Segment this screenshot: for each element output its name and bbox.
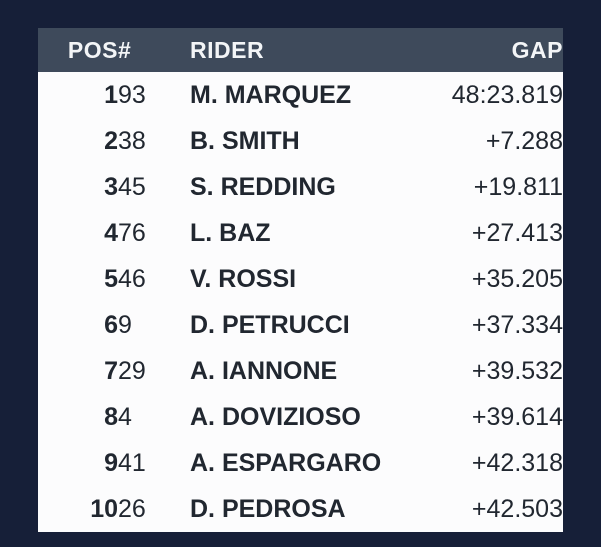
rider-cell: V. ROSSI bbox=[190, 264, 297, 293]
pos-cell: 4 bbox=[104, 218, 118, 247]
results-body: 1 93 M. MARQUEZ 48:23.819 2 38 B. SMITH +7.288 3… bbox=[38, 72, 563, 532]
number-cell: 45 bbox=[118, 172, 146, 201]
number-cell: 26 bbox=[118, 494, 146, 523]
gap-cell: +39.532 bbox=[471, 356, 563, 385]
table-row: 10 26 D. PEDROSA +42.503 bbox=[38, 486, 563, 532]
table-row: 1 93 M. MARQUEZ 48:23.819 bbox=[38, 72, 563, 118]
rider-cell: A. ESPARGARO bbox=[190, 448, 382, 477]
gap-cell: +42.503 bbox=[471, 494, 563, 523]
number-cell: 29 bbox=[118, 356, 146, 385]
number-cell: 76 bbox=[118, 218, 146, 247]
number-cell: 46 bbox=[118, 264, 146, 293]
number-cell: 38 bbox=[118, 126, 146, 155]
rider-cell: L. BAZ bbox=[190, 218, 271, 247]
number-cell: 9 bbox=[118, 310, 132, 339]
gap-cell: +42.318 bbox=[471, 448, 563, 477]
rider-column-header: RIDER bbox=[190, 36, 265, 63]
table-row: 4 76 L. BAZ +27.413 bbox=[38, 210, 563, 256]
pos-cell: 3 bbox=[104, 172, 118, 201]
gap-cell: 48:23.819 bbox=[451, 80, 563, 109]
table-row: 5 46 V. ROSSI +35.205 bbox=[38, 256, 563, 302]
gap-cell: +39.614 bbox=[471, 402, 563, 431]
gap-cell: +35.205 bbox=[471, 264, 563, 293]
rider-cell: A. DOVIZIOSO bbox=[190, 402, 361, 431]
table-row: 9 41 A. ESPARGARO +42.318 bbox=[38, 440, 563, 486]
rider-cell: S. REDDING bbox=[190, 172, 336, 201]
gap-column-header: GAP bbox=[511, 36, 563, 63]
number-cell: 4 bbox=[118, 402, 132, 431]
table-row: 7 29 A. IANNONE +39.532 bbox=[38, 348, 563, 394]
pos-cell: 8 bbox=[104, 402, 118, 431]
table-row: 3 45 S. REDDING +19.811 bbox=[38, 164, 563, 210]
number-cell: 41 bbox=[118, 448, 146, 477]
gap-cell: +7.288 bbox=[485, 126, 563, 155]
gap-cell: +19.811 bbox=[473, 172, 563, 201]
gap-cell: +37.334 bbox=[471, 310, 563, 339]
pos-cell: 10 bbox=[90, 494, 118, 523]
table-row: 6 9 D. PETRUCCI +37.334 bbox=[38, 302, 563, 348]
rider-cell: M. MARQUEZ bbox=[190, 80, 352, 109]
pos-cell: 1 bbox=[104, 80, 118, 109]
results-header-row: POS # RIDER GAP bbox=[38, 28, 563, 72]
number-cell: 93 bbox=[118, 80, 146, 109]
pos-cell: 9 bbox=[104, 448, 118, 477]
pos-cell: 2 bbox=[104, 126, 118, 155]
rider-cell: A. IANNONE bbox=[190, 356, 338, 385]
pos-column-header: POS bbox=[67, 36, 118, 63]
table-row: 8 4 A. DOVIZIOSO +39.614 bbox=[38, 394, 563, 440]
rider-cell: B. SMITH bbox=[190, 126, 300, 155]
pos-cell: 5 bbox=[104, 264, 118, 293]
table-row: 2 38 B. SMITH +7.288 bbox=[38, 118, 563, 164]
rider-cell: D. PEDROSA bbox=[190, 494, 346, 523]
pos-cell: 7 bbox=[104, 356, 118, 385]
pos-cell: 6 bbox=[104, 310, 118, 339]
gap-cell: +27.413 bbox=[471, 218, 563, 247]
rider-cell: D. PETRUCCI bbox=[190, 310, 350, 339]
results-table: POS # RIDER GAP 1 93 M. MARQUEZ 48:23.819 2 3… bbox=[38, 28, 563, 532]
number-column-header: # bbox=[118, 36, 132, 63]
